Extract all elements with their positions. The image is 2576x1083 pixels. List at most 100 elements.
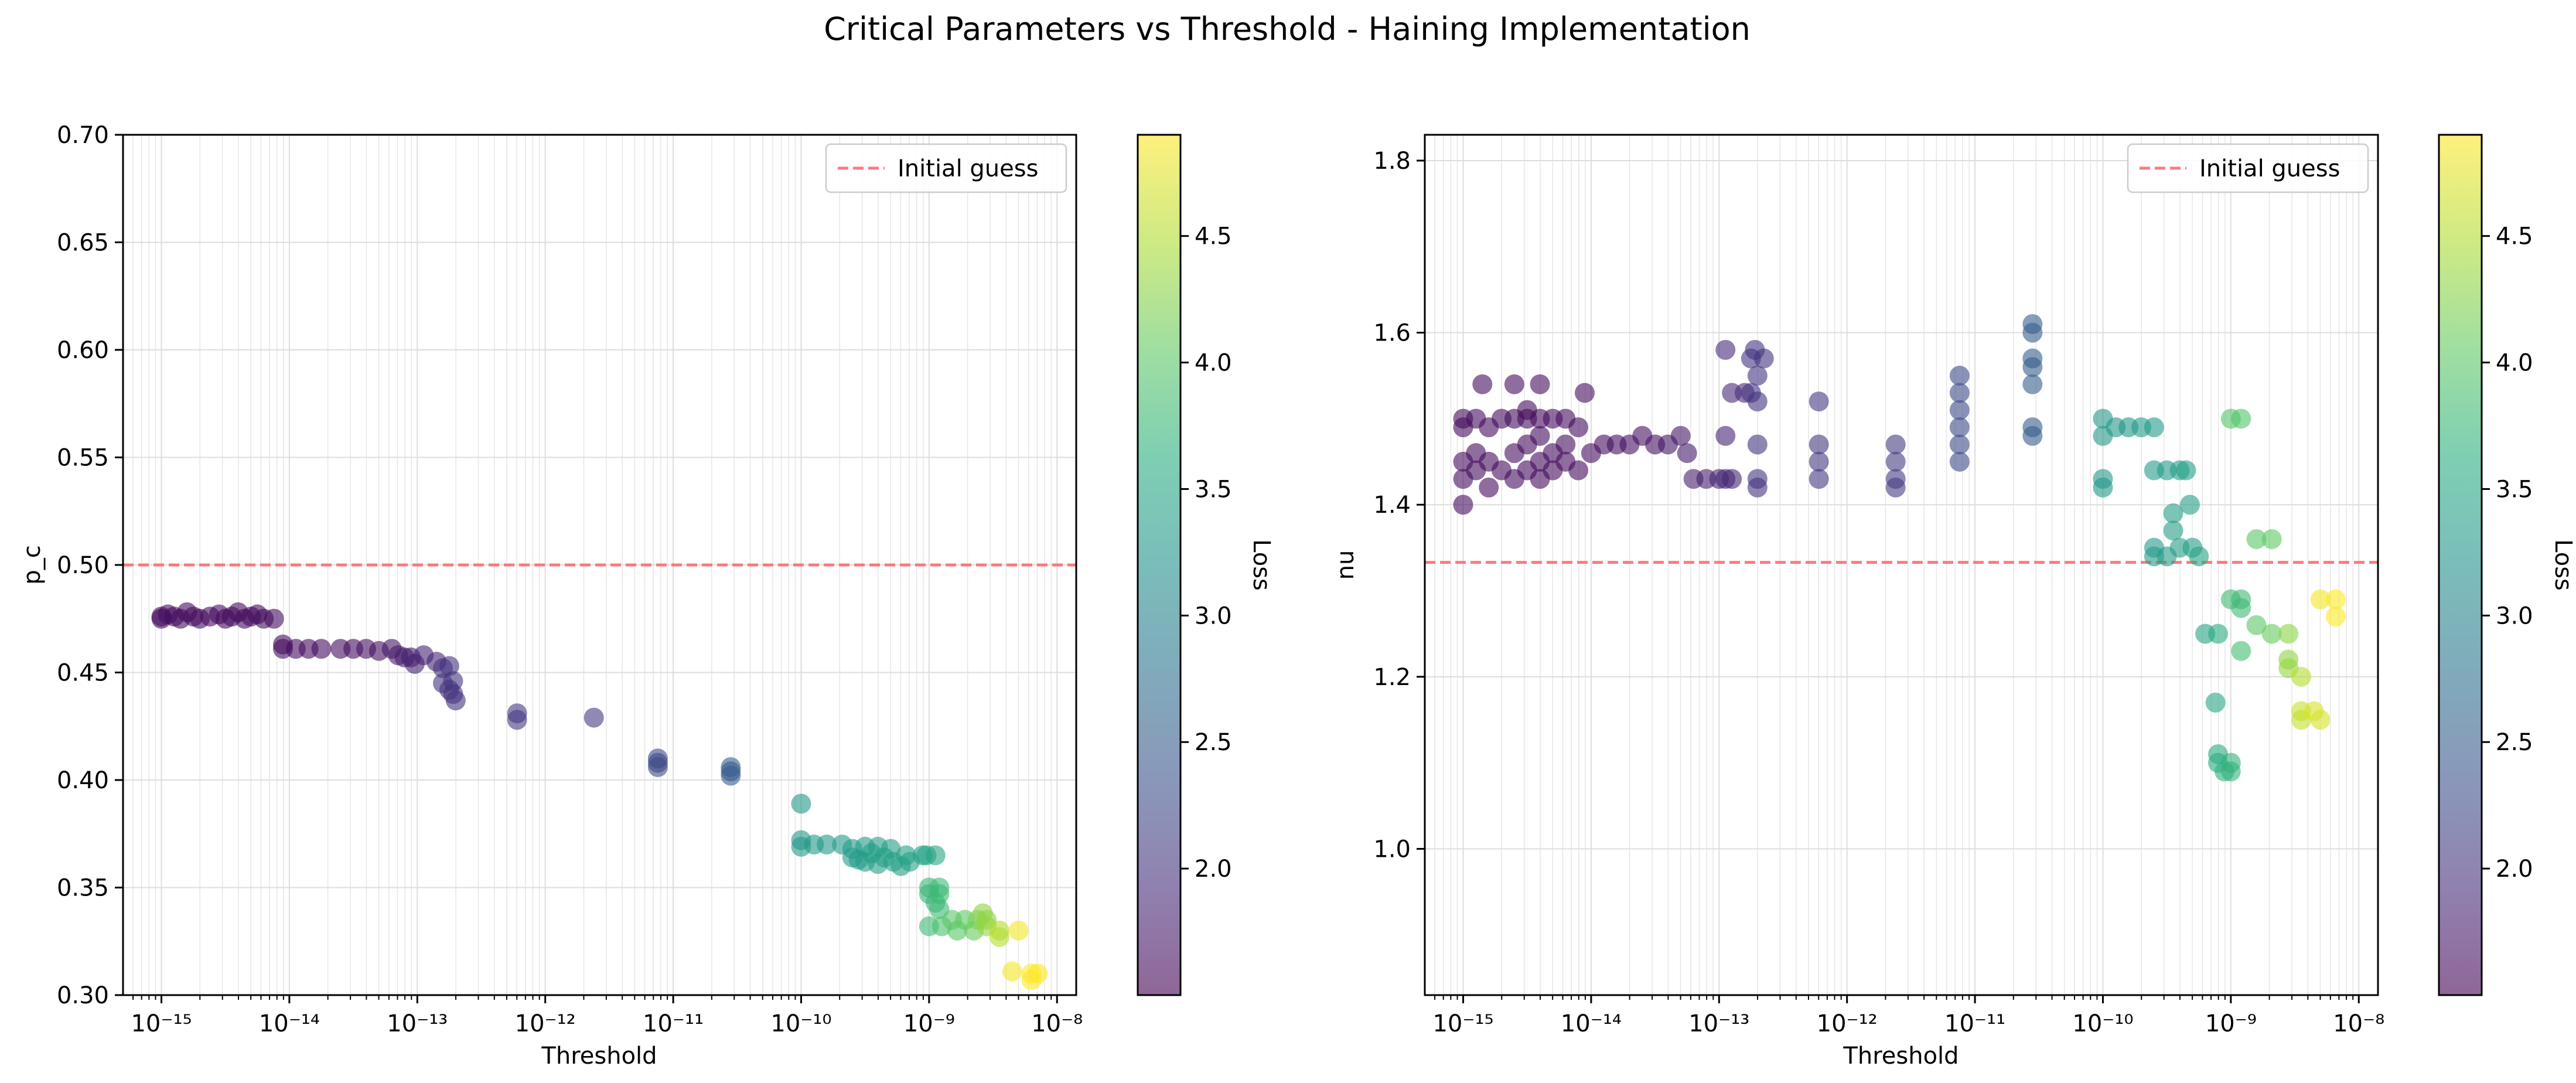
data-point xyxy=(2022,425,2043,446)
colorbar-tick-label: 2.0 xyxy=(1195,856,1232,883)
data-point xyxy=(1949,400,1970,420)
x-tick-label: 10⁻⁹ xyxy=(903,1010,955,1037)
data-point xyxy=(1747,477,1768,498)
data-point xyxy=(1670,425,1691,446)
data-point xyxy=(2231,598,2251,618)
data-point xyxy=(721,765,741,786)
data-point xyxy=(2261,624,2282,644)
y-tick-label: 0.60 xyxy=(57,337,109,364)
y-label-nu: nu xyxy=(1332,550,1359,580)
y-tick-label: 0.45 xyxy=(57,660,109,687)
data-point xyxy=(1504,374,1524,394)
data-point xyxy=(1949,434,1970,455)
data-point xyxy=(2325,607,2346,627)
data-point xyxy=(1002,961,1022,982)
colorbar-label-nu: Loss xyxy=(2550,539,2576,591)
colorbar-p_c: 2.0 2.5 3.0 3.5 4.0 4.5 Loss xyxy=(1137,134,1275,996)
data-point xyxy=(2163,520,2183,541)
data-point xyxy=(2163,503,2183,523)
x-tick-label: 10⁻¹⁴ xyxy=(259,1010,320,1037)
data-point xyxy=(1568,460,1589,481)
colorbar-tick-label: 3.0 xyxy=(1195,602,1232,629)
colorbar-tick-label: 2.0 xyxy=(2496,856,2533,883)
x-tick-label: 10⁻⁸ xyxy=(1031,1010,1083,1037)
plot-p_c: 10⁻¹⁵ 10⁻¹⁴ 10⁻¹³ 10⁻¹² 10⁻¹¹ 10⁻¹⁰ 10⁻⁹ 10⁻⁸ 0… xyxy=(19,122,1275,1070)
data-point xyxy=(2246,615,2267,635)
x-axis-nu: 10⁻¹⁵ 10⁻¹⁴ 10⁻¹³ 10⁻¹² 10⁻¹¹ 10⁻¹⁰ 10⁻⁹ 10⁻⁸ xyxy=(1432,995,2384,1037)
data-point xyxy=(2205,692,2226,713)
points-p_c xyxy=(151,602,1048,990)
colorbar-tick-label: 4.5 xyxy=(1195,223,1232,250)
data-point xyxy=(2261,529,2282,549)
data-point xyxy=(1885,434,1906,455)
data-point xyxy=(2022,374,2043,394)
y-label-p_c: p_c xyxy=(19,545,46,584)
colorbar-nu: 2.0 2.5 3.0 3.5 4.0 4.5 Loss xyxy=(2438,134,2576,996)
data-point xyxy=(1472,374,1493,394)
data-point xyxy=(2022,357,2043,377)
data-point xyxy=(925,845,946,866)
y-axis-nu: 1.0 1.2 1.4 1.6 1.8 xyxy=(1373,148,1425,863)
data-point xyxy=(2220,761,2241,782)
data-point xyxy=(1453,495,1473,515)
colorbar-ticks-nu: 2.0 2.5 3.0 3.5 4.0 4.5 xyxy=(2482,223,2533,883)
x-tick-label: 10⁻¹⁵ xyxy=(131,1010,192,1037)
data-point xyxy=(1949,417,1970,438)
data-point xyxy=(1809,469,1829,489)
data-point xyxy=(989,927,1009,947)
figure-title: Critical Parameters vs Threshold - Haini… xyxy=(824,11,1751,47)
data-point xyxy=(1722,469,1742,489)
data-point xyxy=(2179,495,2200,515)
points-nu xyxy=(1453,314,2346,782)
data-point xyxy=(584,707,604,728)
colorbar-tick-label: 3.5 xyxy=(2496,476,2533,503)
data-point xyxy=(1555,434,1576,455)
data-point xyxy=(264,608,284,629)
colorbar-tick-label: 4.5 xyxy=(2496,223,2533,250)
data-point xyxy=(2231,641,2251,661)
data-point xyxy=(1809,434,1829,455)
colorbar-tick-label: 2.5 xyxy=(1195,729,1232,756)
data-point xyxy=(2189,546,2209,567)
x-tick-label: 10⁻¹⁴ xyxy=(1561,1010,1622,1037)
data-point xyxy=(311,639,332,659)
y-tick-label: 0.40 xyxy=(57,767,109,794)
y-axis-p_c: 0.30 0.35 0.40 0.45 0.50 0.55 0.60 0.65 0.70 xyxy=(57,122,123,1009)
x-tick-label: 10⁻¹³ xyxy=(387,1010,448,1037)
data-point xyxy=(1479,477,1499,498)
x-axis-p_c: 10⁻¹⁵ 10⁻¹⁴ 10⁻¹³ 10⁻¹² 10⁻¹¹ 10⁻¹⁰ 10⁻⁹ 10⁻⁸ xyxy=(131,995,1083,1037)
data-point xyxy=(2246,529,2267,549)
y-tick-label: 0.70 xyxy=(57,122,109,149)
data-point xyxy=(1530,374,1550,394)
colorbar-label-p_c: Loss xyxy=(1248,539,1275,591)
data-point xyxy=(2310,710,2331,730)
y-tick-label: 1.2 xyxy=(1373,664,1411,691)
y-tick-label: 0.35 xyxy=(57,875,109,902)
data-point xyxy=(1715,340,1736,360)
legend-nu: Initial guess xyxy=(2127,143,2369,193)
data-point xyxy=(1741,383,1761,403)
x-tick-label: 10⁻⁸ xyxy=(2333,1010,2384,1037)
data-point xyxy=(439,656,459,676)
legend-label-nu: Initial guess xyxy=(2199,155,2340,182)
x-tick-label: 10⁻¹² xyxy=(515,1010,576,1037)
data-point xyxy=(1574,383,1595,403)
y-tick-label: 1.6 xyxy=(1373,320,1411,347)
data-point xyxy=(1753,348,1774,369)
data-point xyxy=(2022,322,2043,343)
data-point xyxy=(507,710,527,730)
x-tick-label: 10⁻¹³ xyxy=(1688,1010,1749,1037)
x-tick-label: 10⁻¹¹ xyxy=(1944,1010,2005,1037)
data-point xyxy=(929,884,950,904)
data-point xyxy=(2093,477,2113,498)
legend-p_c: Initial guess xyxy=(825,143,1067,193)
colorbar-tick-label: 2.5 xyxy=(2496,729,2533,756)
data-point xyxy=(1715,425,1736,446)
data-point xyxy=(1949,366,1970,386)
plot-nu: 10⁻¹⁵ 10⁻¹⁴ 10⁻¹³ 10⁻¹² 10⁻¹¹ 10⁻¹⁰ 10⁻⁹ 10⁻⁸ 1… xyxy=(1332,134,2576,1070)
y-tick-label: 1.8 xyxy=(1373,148,1411,175)
legend-label-p_c: Initial guess xyxy=(898,155,1038,182)
axes-frame-nu xyxy=(1424,134,2379,996)
x-label-nu: Threshold xyxy=(1843,1043,1959,1070)
